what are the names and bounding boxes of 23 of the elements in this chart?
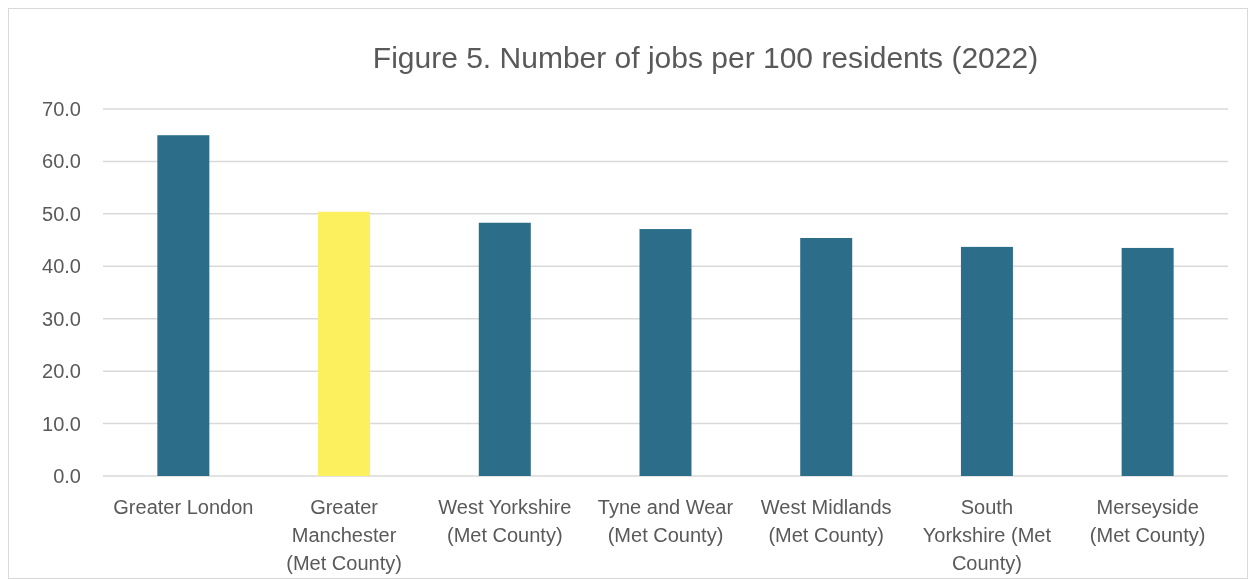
y-tick-label: 40.0 <box>42 255 81 278</box>
y-tick-label: 20.0 <box>42 360 81 383</box>
bar <box>800 237 853 476</box>
x-tick-label: Tyne and Wear (Met County) <box>597 496 734 546</box>
x-tick-label: West Yorkshire (Met County) <box>438 496 572 546</box>
y-tick-label: 70.0 <box>42 98 81 120</box>
bar <box>318 211 371 476</box>
bar <box>157 135 210 476</box>
y-tick-label: 60.0 <box>42 150 81 173</box>
chart-title: Figure 5. Number of jobs per 100 residents (2022) <box>372 41 1039 74</box>
bar <box>639 229 692 476</box>
bar <box>1121 247 1174 476</box>
y-tick-label: 50.0 <box>42 202 81 225</box>
bar <box>478 222 531 476</box>
x-tick-label: Merseyside (Met County) <box>1089 496 1206 546</box>
y-tick-label: 0.0 <box>53 465 81 487</box>
x-tick-label: Greater Manchester (Met County) <box>286 496 402 574</box>
x-tick-label: West Midlands (Met County) <box>760 496 892 546</box>
x-tick-label: South Yorkshire (Met County) <box>922 496 1052 574</box>
bar <box>960 246 1013 476</box>
y-tick-label: 30.0 <box>42 307 81 330</box>
y-tick-label: 10.0 <box>42 412 81 435</box>
x-tick-label: Greater London <box>113 496 254 518</box>
